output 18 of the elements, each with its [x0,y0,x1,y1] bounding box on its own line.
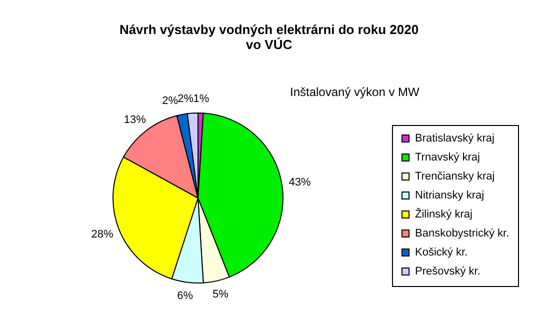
data-label: 6% [177,290,194,302]
legend-label: Trnavský kraj [415,152,480,164]
text: Inštalovaný výkon v MW [290,85,420,99]
legend-label: Prešovský kr. [415,266,480,278]
data-label: 2% [162,94,178,107]
legend-label: Banskobystrický kr. [415,228,510,240]
legend-label: Košický kr. [415,246,468,258]
data-label: 5% [212,288,229,301]
legend-label: Nitriansky kraj [415,190,484,202]
data-label: 43% [288,176,311,189]
data-label: 13% [124,114,146,126]
data-label: 2% [178,93,194,106]
chart-title: Návrh výstavby vodných elektrárni do roku 2020 vo VÚC [119,22,419,52]
legend-label: Trenčiansky kraj [415,170,495,182]
data-label: 28% [91,228,114,240]
legend-label: Bratislavský kraj [415,132,494,144]
data-label: 1% [193,93,210,106]
legend-label: Žilinský kraj [415,208,472,220]
